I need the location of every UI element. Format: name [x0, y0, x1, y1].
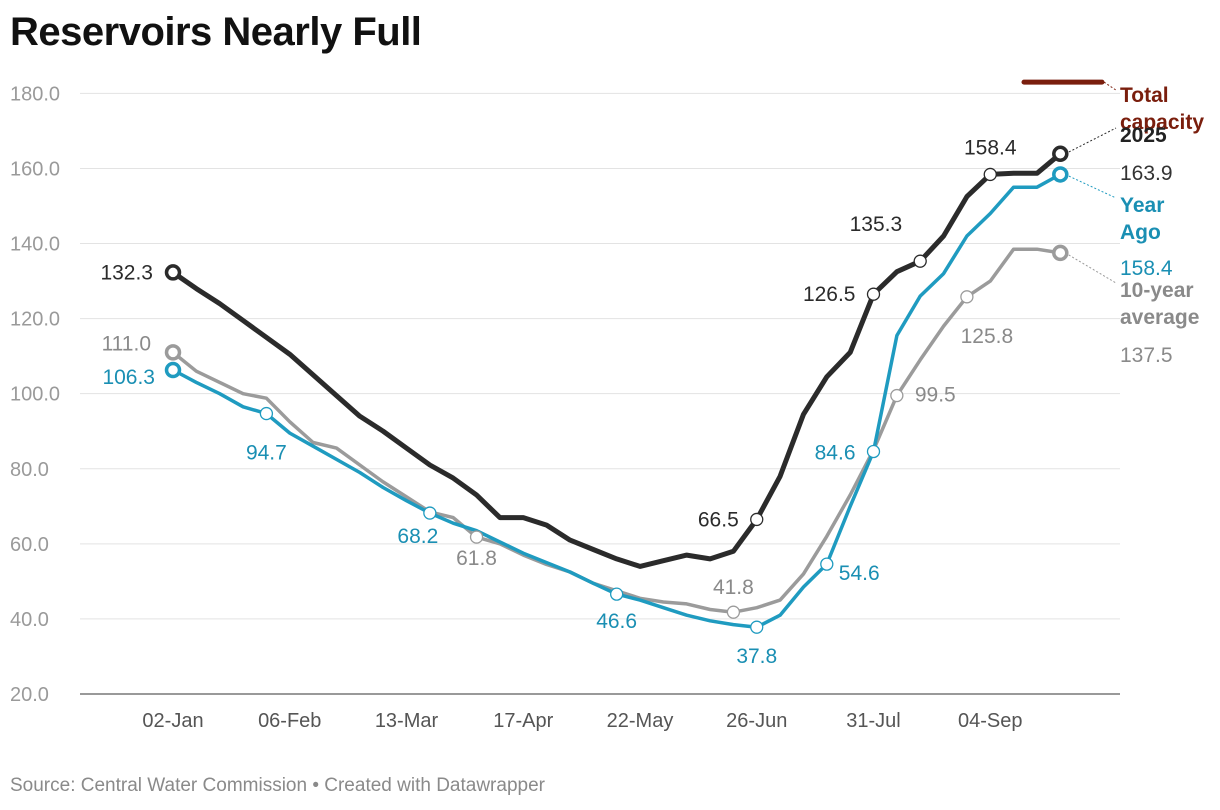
x-tick-label: 04-Sep — [958, 710, 1023, 732]
gridlines — [80, 92, 1120, 695]
y-tick-label: 40.0 — [10, 609, 49, 631]
data-label: 41.8 — [713, 576, 754, 599]
capacity-connector — [1103, 81, 1117, 91]
point-labels: 111.0 61.8 41.8 99.5 125.8 106.3 94.7 68.2 46.6 3… — [100, 136, 1016, 668]
data-label: 158.4 — [964, 136, 1017, 159]
series-name-label: 10-year — [1120, 279, 1194, 302]
series-line-2025 — [170, 151, 1063, 569]
data-label: 111.0 — [102, 332, 151, 355]
x-tick-label: 06-Feb — [258, 710, 321, 732]
data-label: 54.6 — [839, 562, 880, 585]
data-label: 125.8 — [961, 325, 1014, 348]
x-axis-ticks: 02-Jan 06-Feb 13-Mar 17-Apr 22-May 26-Jun 31-J… — [142, 710, 1022, 732]
capacity-marker: Total capacity — [1021, 79, 1204, 134]
data-point — [610, 587, 624, 601]
data-label: 61.8 — [456, 547, 497, 570]
source-note: Source: Central Water Commission • Creat… — [10, 775, 545, 796]
data-point — [983, 167, 997, 182]
series-end-connector — [1065, 252, 1117, 284]
series-endpoint-2025 — [164, 264, 182, 281]
data-label: 99.5 — [915, 384, 956, 407]
data-point — [866, 444, 881, 459]
series-end-value: 163.9 — [1120, 162, 1173, 185]
series-name-label: average — [1120, 306, 1199, 329]
data-point — [820, 557, 834, 571]
series-endpoint-2025 — [1052, 145, 1069, 163]
data-point — [726, 605, 741, 619]
y-axis-ticks: 20.0 40.0 60.0 80.0 100.0 120.0 140.0 160.0 180.… — [10, 83, 60, 706]
x-tick-label: 26-Jun — [726, 710, 787, 732]
data-point — [866, 287, 881, 301]
data-label: 106.3 — [102, 366, 155, 389]
series-name-label: Year — [1120, 194, 1164, 217]
chart-title: Reservoirs Nearly Full — [10, 10, 422, 54]
series-end-value: 158.4 — [1120, 257, 1173, 280]
y-tick-label: 80.0 — [10, 459, 49, 481]
y-tick-label: 100.0 — [10, 384, 60, 406]
series-name-label: Ago — [1120, 221, 1161, 244]
series-points — [164, 145, 1069, 634]
data-label: 126.5 — [803, 283, 856, 306]
capacity-label: capacity — [1120, 111, 1204, 134]
y-tick-label: 160.0 — [10, 158, 60, 180]
capacity-label: Total — [1120, 84, 1169, 107]
series-end-connector — [1065, 127, 1117, 155]
data-point — [259, 406, 274, 421]
data-point — [423, 506, 437, 520]
y-tick-label: 140.0 — [10, 234, 60, 256]
x-tick-label: 13-Mar — [375, 710, 439, 732]
series-endpoint-ten_year — [164, 344, 182, 361]
series-name-label: 2025 — [1120, 124, 1167, 147]
data-point — [960, 290, 974, 304]
series-end-labels: 10-year average 137.5 Year Ago 158.4 2025 163.9 — [1065, 124, 1199, 367]
series-endpoint-year_ago — [1052, 166, 1069, 183]
data-point — [469, 530, 484, 544]
x-tick-label: 22-May — [607, 710, 674, 732]
data-label: 94.7 — [246, 442, 287, 465]
y-tick-label: 120.0 — [10, 309, 60, 331]
x-tick-label: 17-Apr — [493, 710, 553, 732]
data-label: 132.3 — [100, 261, 153, 284]
data-point — [913, 254, 927, 268]
data-label: 84.6 — [815, 441, 856, 464]
series-end-value: 137.5 — [1120, 344, 1173, 367]
y-tick-label: 60.0 — [10, 534, 49, 556]
y-tick-label: 20.0 — [10, 684, 49, 706]
data-point — [890, 388, 904, 403]
y-tick-label: 180.0 — [10, 83, 60, 105]
x-tick-label: 02-Jan — [142, 710, 203, 732]
x-tick-label: 31-Jul — [846, 710, 900, 732]
series-endpoint-year_ago — [164, 361, 182, 379]
data-label: 46.6 — [596, 610, 637, 633]
series-end-connector — [1065, 173, 1117, 199]
data-label: 37.8 — [736, 645, 777, 668]
data-point — [750, 512, 764, 527]
data-label: 68.2 — [397, 525, 438, 548]
data-label: 66.5 — [698, 508, 739, 531]
data-point — [750, 620, 764, 634]
series-endpoint-ten_year — [1052, 244, 1069, 262]
data-label: 135.3 — [850, 213, 903, 236]
